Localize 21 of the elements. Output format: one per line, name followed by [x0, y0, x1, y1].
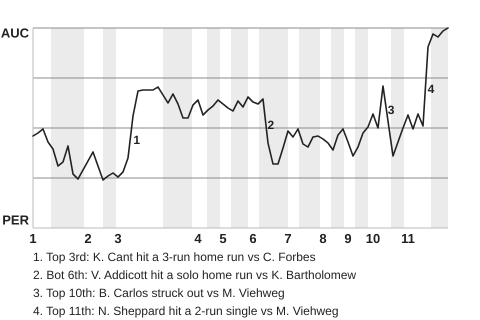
- annotation: 3: [388, 103, 395, 117]
- text: 4. Top 11th: N. Sheppard hit a 2-run single vs M. Viehweg: [33, 304, 339, 318]
- x-tick-label: 5: [219, 231, 227, 246]
- text: 2. Bot 6th: V. Addicott hit a solo home run vs K. Bartholomew: [33, 268, 356, 282]
- x-tick-label: 10: [366, 231, 380, 246]
- annotation: 4: [428, 82, 435, 96]
- x-tick-label: 8: [319, 231, 327, 246]
- x-tick-label: 4: [194, 231, 202, 246]
- text: PER: [2, 212, 30, 228]
- x-tick-label: 11: [401, 231, 415, 246]
- text: 3. Top 10th: B. Carlos struck out vs M. Viehweg: [33, 286, 285, 300]
- x-tick-label: 2: [84, 231, 92, 246]
- x-tick-label: 1: [29, 231, 37, 246]
- text: AUC: [0, 26, 30, 40]
- x-tick-label: 3: [114, 231, 122, 246]
- annotation: 1: [133, 133, 140, 147]
- x-tick-label: 9: [344, 231, 352, 246]
- text: 1. Top 3rd: K. Cant hit a 3-run home run vs C. Forbes: [33, 250, 316, 264]
- x-tick-label: 7: [284, 231, 292, 246]
- annotation: 2: [267, 118, 274, 132]
- x-tick-label: 6: [249, 231, 257, 246]
